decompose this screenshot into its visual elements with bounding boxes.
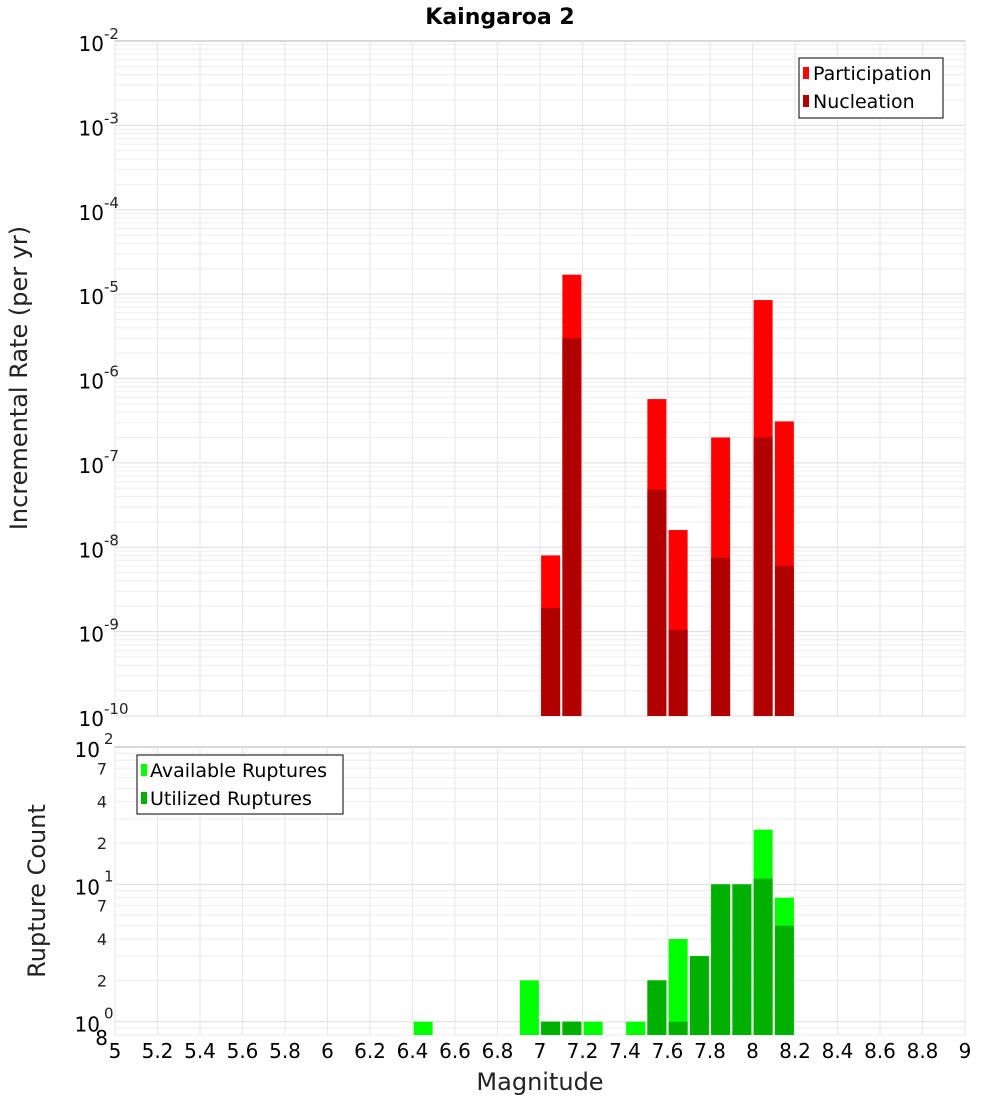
count-y-tick-base: 10 [75,1013,100,1037]
rate-y-tick-exponent: -4 [104,194,119,212]
x-tick-label: 7 [534,1039,547,1063]
rate-y-tick-exponent: -9 [104,616,119,634]
available-ruptures-bar [626,1021,646,1035]
rate-y-tick-base: 10 [79,707,104,731]
rate-plot: 10-210-310-410-510-610-710-810-910-10 Pa… [5,25,966,731]
utilized-ruptures-bar [562,1021,582,1035]
count-y-minor-tick: 8 [95,1026,108,1050]
count-y-tick-exponent: 1 [104,867,114,885]
available-swatch [141,764,147,776]
nucleation-bar [711,557,731,716]
x-tick-label: 8.2 [779,1039,811,1063]
count-y-minor-tick: 2 [97,834,107,853]
available-label: Available Ruptures [150,760,327,782]
count-plot-bars [413,829,794,1035]
x-tick-label: 5.8 [269,1039,301,1063]
utilized-ruptures-bar [774,925,794,1035]
count-y-tick-exponent: 0 [104,1005,114,1023]
rate-y-tick-exponent: -10 [104,700,129,718]
count-legend: Available Ruptures Utilized Ruptures [136,754,344,815]
nucleation-bar [562,338,582,716]
available-ruptures-bar [583,1021,603,1035]
x-tick-label: 6.8 [482,1039,514,1063]
chart-title: Kaingaroa 2 [425,5,574,30]
available-ruptures-bar [413,1021,433,1035]
rate-y-tick-base: 10 [79,538,104,562]
count-y-minor-tick: 7 [97,897,107,916]
utilized-swatch [141,792,147,804]
participation-swatch [803,67,809,79]
rate-y-tick-exponent: -3 [104,109,119,127]
count-y-minor-tick: 7 [97,759,107,778]
utilized-ruptures-bar [668,1021,688,1035]
available-ruptures-bar [668,939,688,1035]
rate-y-tick-base: 10 [79,116,104,140]
utilized-ruptures-bar [711,884,731,1035]
nucleation-label: Nucleation [813,91,915,113]
count-y-tick-base: 10 [75,738,100,762]
count-y-minor-tick: 2 [97,971,107,990]
utilized-ruptures-bar [732,884,752,1035]
rate-y-tick-exponent: -6 [104,363,119,381]
count-y-tick-exponent: 2 [104,730,114,748]
x-tick-label: 6.4 [397,1039,429,1063]
x-tick-label: 5.6 [227,1039,259,1063]
rate-y-tick-base: 10 [79,285,104,309]
x-tick-label: 8.8 [907,1039,939,1063]
rate-y-axis-label: Incremental Rate (per yr) [5,226,33,530]
rate-legend: Participation Nucleation [798,57,944,119]
x-tick-label: 6.2 [354,1039,386,1063]
x-tick-label: 9 [959,1039,972,1063]
x-tick-label: 7.8 [694,1039,726,1063]
x-axis-ticks: 5 5.2 5.4 5.6 5.8 6 6.2 6.4 6.6 6.8 7 7.2 7.4 7.6 7.8 8… [109,1039,972,1063]
participation-label: Participation [813,63,932,85]
rate-y-tick-base: 10 [79,454,104,478]
utilized-ruptures-bar [541,1021,561,1035]
x-tick-label: 6.6 [439,1039,471,1063]
rate-y-tick-base: 10 [79,201,104,225]
utilized-ruptures-bar [647,980,667,1035]
nucleation-swatch [803,95,809,107]
rate-y-ticks: 10-210-310-410-510-610-710-810-910-10 [79,25,129,731]
x-tick-label: 5.4 [184,1039,216,1063]
utilized-ruptures-bar [753,878,773,1035]
rate-y-tick-exponent: -7 [104,447,119,465]
x-tick-label: 8 [746,1039,759,1063]
available-ruptures-bar [519,980,539,1035]
rate-y-tick-exponent: -5 [104,278,119,296]
x-tick-label: 8.6 [864,1039,896,1063]
x-tick-label: 7.4 [609,1039,641,1063]
rate-y-tick-base: 10 [79,370,104,394]
rate-y-tick-base: 10 [79,32,104,56]
count-legend-box [136,754,344,815]
rate-plot-grid [114,41,966,717]
nucleation-bar [541,608,561,716]
count-y-tick-base: 10 [75,875,100,899]
x-axis-label: Magnitude [476,1068,603,1096]
x-tick-label: 8.4 [822,1039,854,1063]
x-tick-label: 7.2 [567,1039,599,1063]
nucleation-bar [753,437,773,716]
nucleation-bar [647,489,667,716]
utilized-ruptures-bar [689,956,709,1035]
rate-y-tick-exponent: -2 [104,25,119,43]
count-y-minor-tick: 4 [97,793,107,812]
x-tick-label: 6 [321,1039,334,1063]
nucleation-bar [668,629,688,716]
x-tick-label: 5.2 [142,1039,174,1063]
rate-legend-box [798,57,944,119]
count-y-axis-label: Rupture Count [23,804,51,978]
count-y-minor-tick: 4 [97,930,107,949]
rate-plot-bars [541,274,794,716]
rate-y-tick-exponent: -8 [104,531,119,549]
utilized-label: Utilized Ruptures [150,788,312,810]
x-tick-label: 7.6 [652,1039,684,1063]
nucleation-bar [774,565,794,716]
x-tick-label: 5 [109,1039,122,1063]
rate-y-tick-base: 10 [79,623,104,647]
